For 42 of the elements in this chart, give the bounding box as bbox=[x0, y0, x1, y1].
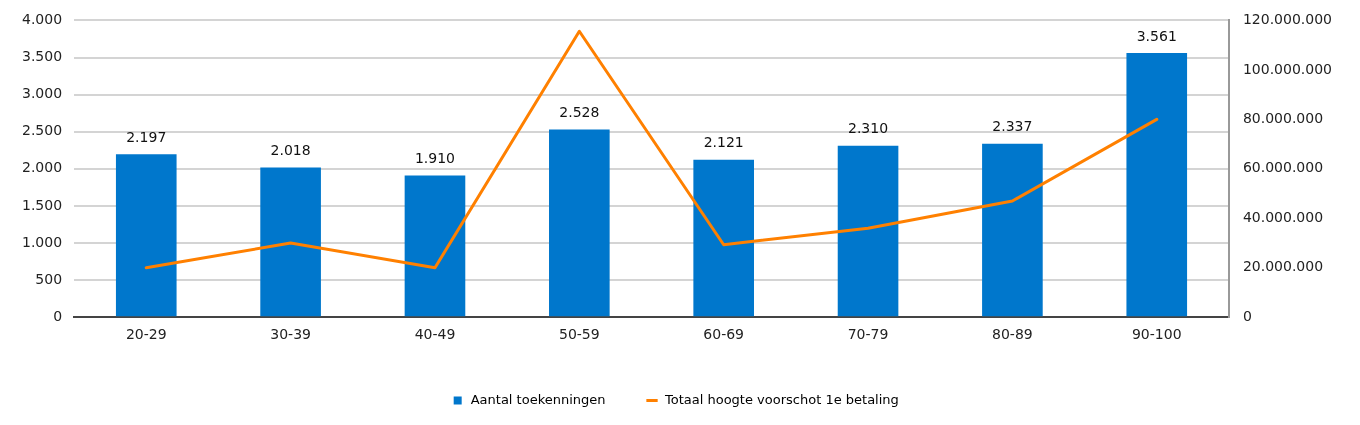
y2-tick-label: 120.000.000 bbox=[1242, 11, 1333, 28]
y-tick-label: 1.000 bbox=[21, 233, 63, 250]
y2-tick-label: 80.000.000 bbox=[1242, 109, 1324, 126]
data-label: 2.121 bbox=[703, 134, 744, 151]
data-label: 3.561 bbox=[1136, 27, 1177, 44]
legend-label: Aantal toekenningen bbox=[470, 391, 606, 407]
data-label: 2.337 bbox=[992, 118, 1033, 135]
y-tick-label: 2.500 bbox=[21, 122, 63, 139]
y-tick-label: 4.000 bbox=[21, 11, 63, 28]
x-tick-label: 40-49 bbox=[414, 326, 456, 343]
x-tick-label: 20-29 bbox=[125, 326, 167, 343]
y2-tick-label: 60.000.000 bbox=[1242, 159, 1324, 176]
y-tick-label: 2.000 bbox=[21, 159, 63, 176]
bar bbox=[837, 145, 899, 317]
y-tick-label: 500 bbox=[35, 270, 63, 287]
y-tick-label: 3.500 bbox=[21, 48, 63, 65]
data-label: 1.910 bbox=[414, 150, 456, 167]
y-tick-label: 1.500 bbox=[21, 196, 63, 213]
data-label: 2.310 bbox=[848, 120, 889, 137]
bar bbox=[549, 129, 610, 317]
bar bbox=[693, 159, 754, 317]
data-label: 2.018 bbox=[270, 142, 311, 159]
bar bbox=[404, 175, 466, 317]
data-label: 2.528 bbox=[559, 104, 600, 121]
y2-tick-label: 40.000.000 bbox=[1242, 208, 1324, 225]
x-tick-label: 50-59 bbox=[558, 326, 600, 343]
data-label: 2.197 bbox=[126, 128, 167, 145]
bar bbox=[115, 154, 177, 317]
x-tick-label: 70-79 bbox=[847, 326, 889, 343]
x-tick-label: 60-69 bbox=[703, 326, 745, 343]
legend-label: Totaal hoogte voorschot 1e betaling bbox=[664, 391, 899, 407]
bar bbox=[260, 167, 321, 317]
y-tick-label: 3.000 bbox=[21, 85, 63, 102]
y-tick-label: 0 bbox=[53, 307, 63, 324]
bar bbox=[1126, 52, 1188, 317]
y2-tick-label: 100.000.000 bbox=[1242, 60, 1333, 77]
x-tick-label: 90-100 bbox=[1131, 326, 1182, 343]
x-tick-label: 30-39 bbox=[270, 326, 311, 343]
bar bbox=[982, 143, 1043, 317]
y2-tick-label: 20.000.000 bbox=[1242, 258, 1324, 275]
y2-tick-label: 0 bbox=[1242, 307, 1252, 324]
x-tick-label: 80-89 bbox=[992, 326, 1033, 343]
